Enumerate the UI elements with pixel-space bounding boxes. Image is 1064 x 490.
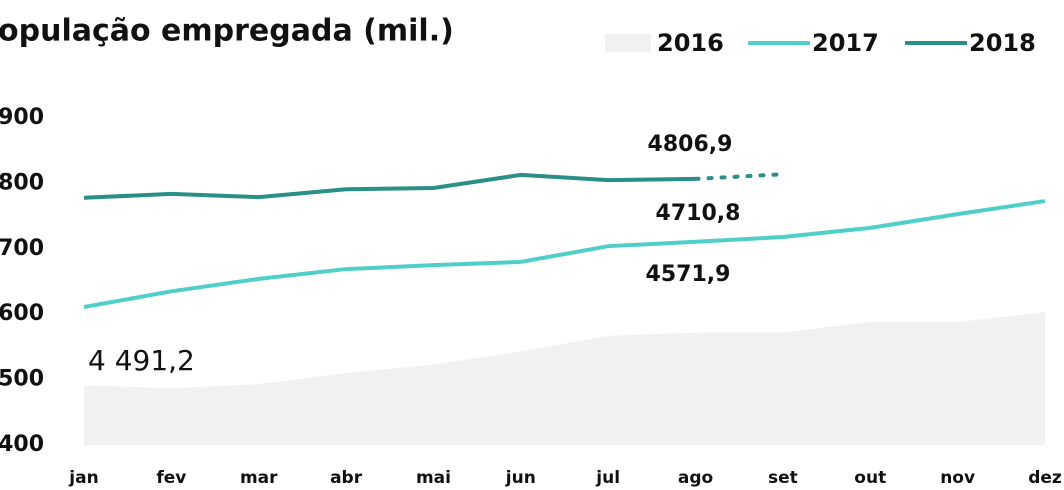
- data-label: 4 491,2: [88, 344, 195, 377]
- x-tick-label: out: [854, 468, 886, 488]
- legend-label: 2018: [969, 29, 1036, 57]
- x-tick-label: ago: [678, 468, 713, 488]
- line: [83, 172, 696, 200]
- data-label: 4710,8: [656, 201, 741, 226]
- x-tick-label: nov: [940, 468, 975, 488]
- x-tick-label: set: [768, 468, 798, 488]
- data-label: 4571,9: [646, 262, 731, 287]
- area: [84, 312, 1045, 445]
- legend-label: 2016: [657, 29, 724, 57]
- y-tick-label: 4700: [0, 236, 44, 261]
- chart-title: opulação empregada (mil.): [0, 14, 454, 49]
- y-tick-label: 4900: [0, 105, 44, 130]
- x-tick-label: mar: [240, 468, 278, 488]
- x-tick-label: jan: [68, 468, 98, 488]
- y-tick-label: 4400: [0, 432, 44, 457]
- data-label: 4806,9: [648, 132, 733, 157]
- x-tick-label: jun: [505, 468, 536, 488]
- y-tick-label: 4500: [0, 367, 44, 392]
- x-tick-label: fev: [156, 468, 186, 488]
- x-tick-label: dez: [1028, 468, 1062, 488]
- x-tick-label: jul: [595, 468, 620, 488]
- y-tick-label: 4600: [0, 301, 44, 326]
- y-tick-label: 4800: [0, 170, 44, 195]
- line-projection: [693, 172, 785, 181]
- legend-swatch: [605, 34, 651, 52]
- line: [83, 199, 1046, 309]
- x-tick-label: mai: [416, 468, 451, 488]
- legend-label: 2017: [812, 29, 879, 57]
- x-tick-label: abr: [330, 468, 363, 488]
